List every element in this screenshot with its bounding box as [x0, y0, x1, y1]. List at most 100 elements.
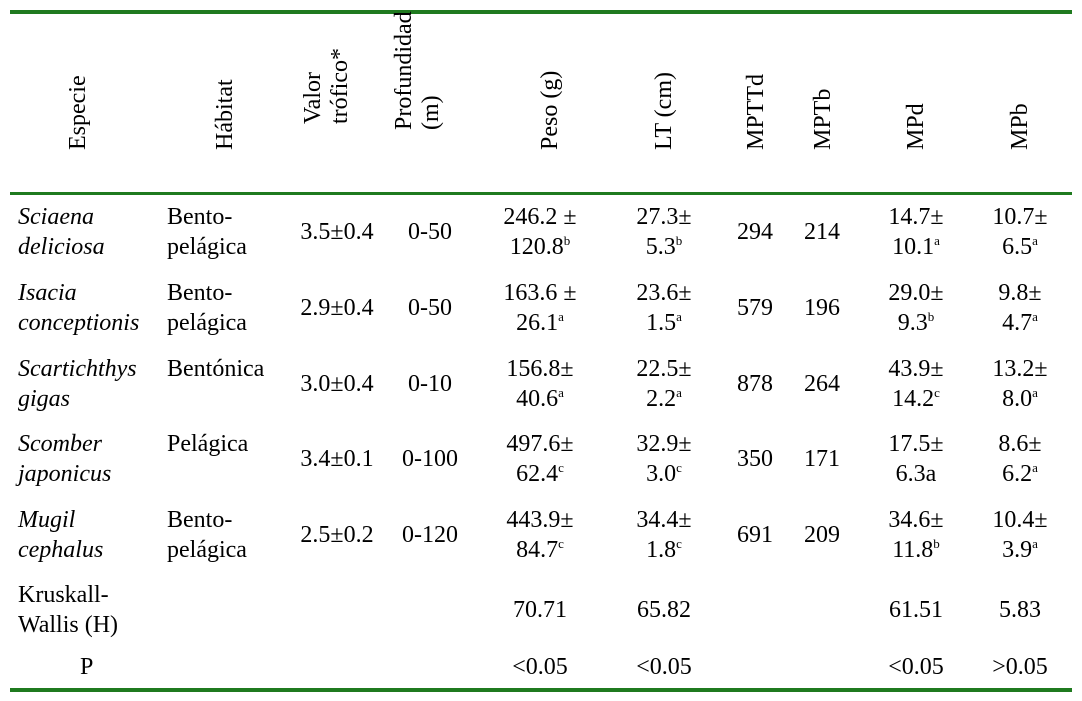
valor-cell: 2.9±0.4: [300, 295, 374, 321]
peso-mean: 156.8±: [506, 356, 574, 382]
mptb-cell: 196: [804, 295, 840, 321]
peso-group-letter: a: [558, 309, 564, 324]
habitat-line2: pelágica: [167, 537, 247, 563]
mpttd-cell: 294: [737, 219, 773, 245]
header-mptb-text: MPTb: [810, 88, 836, 150]
lt-sd: 1.5a: [646, 309, 682, 336]
habitat-line1: Pelágica: [167, 431, 249, 457]
mpb-sd: 6.2a: [1002, 460, 1038, 487]
header-habitat-text: Hábitat: [212, 79, 238, 150]
mpd-sd: 11.8b: [892, 536, 940, 563]
mptb-cell: 209: [804, 522, 840, 548]
lt-mean: 27.3±: [636, 204, 692, 230]
mpb-mean: 8.6±: [998, 431, 1042, 457]
mpb-sd: 3.9a: [1002, 536, 1038, 563]
especie-line1: Scartichthys: [18, 356, 137, 382]
mpb-group-letter: a: [1032, 536, 1038, 551]
especie-line1: Scomber: [18, 431, 102, 457]
habitat-line2: pelágica: [167, 234, 247, 260]
header-valor-line2: trófico*: [327, 48, 353, 124]
mpd-sd: 9.3b: [897, 309, 935, 336]
p-label: P: [80, 654, 94, 680]
peso-sd: 84.7c: [516, 536, 564, 563]
prof-cell: 0-50: [408, 295, 452, 321]
peso-mean: 163.6 ±: [503, 280, 577, 306]
lt-mean: 34.4±: [636, 507, 692, 533]
header-profundidad-text: Profundidad (m): [391, 11, 445, 130]
p-row: P <0.05 <0.05 <0.05 >0.05: [10, 650, 1072, 684]
mpb-mean: 13.2±: [992, 356, 1048, 382]
p-lt: <0.05: [636, 654, 692, 680]
mpd-group-letter: b: [927, 309, 935, 324]
mpb-sd: 8.0a: [1002, 385, 1038, 412]
lt-mean: 23.6±: [636, 280, 692, 306]
mpd-sd: 14.2c: [892, 385, 940, 412]
mpd-mean: 34.6±: [888, 507, 944, 533]
header-prof-line1: Profundidad: [391, 11, 417, 130]
mpb-group-letter: a: [1032, 385, 1038, 400]
especie-line1: Isacia: [18, 280, 77, 306]
kruskal-label-line2: Wallis (H): [18, 612, 119, 638]
header-valor-line1: Valor: [300, 72, 326, 124]
peso-group-letter: b: [563, 233, 571, 248]
p-mpb: >0.05: [992, 654, 1048, 680]
kruskal-mpb: 5.83: [999, 597, 1041, 623]
lt-group-letter: c: [676, 460, 682, 475]
mpttd-cell: 878: [737, 371, 773, 397]
lt-sd: 1.8c: [646, 536, 682, 563]
kruskal-lt: 65.82: [637, 597, 691, 623]
kruskal-mpd: 61.51: [889, 597, 943, 623]
mpb-group-letter: a: [1032, 309, 1038, 324]
table-row: Sciaena deliciosa Bento-pelágica 3.5±0.4 0-5…: [10, 200, 1072, 272]
mpb-mean: 10.7±: [992, 204, 1048, 230]
lt-group-letter: a: [676, 385, 682, 400]
prof-cell: 0-100: [402, 446, 458, 472]
especie-line2: conceptionis: [18, 310, 140, 336]
peso-sd: 40.6a: [516, 385, 564, 412]
mpd-group-letter: c: [934, 385, 940, 400]
peso-mean: 497.6±: [506, 431, 574, 457]
especie-line2: japonicus: [18, 461, 112, 487]
especie-line2: cephalus: [18, 537, 104, 563]
lt-sd: 3.0c: [646, 460, 682, 487]
mpttd-cell: 579: [737, 295, 773, 321]
mpttd-cell: 350: [737, 446, 773, 472]
mpb-group-letter: a: [1032, 460, 1038, 475]
lt-sd: 5.3b: [645, 233, 683, 260]
table-row: Scartichthys gigas Bentónica 3.0±0.4 0-10 878…: [10, 352, 1072, 424]
header-mpd-text: MPd: [903, 103, 929, 150]
habitat-line1: Bentónica: [167, 356, 265, 382]
valor-cell: 3.4±0.1: [300, 446, 374, 472]
peso-mean: 443.9±: [506, 507, 574, 533]
especie-line2: gigas: [18, 386, 71, 412]
valor-cell: 3.5±0.4: [300, 219, 374, 245]
mpb-group-letter: a: [1032, 233, 1038, 248]
mpd-sd: 10.1a: [892, 233, 940, 260]
header-peso-text: Peso (g): [537, 70, 563, 150]
habitat-line1: Bento-: [167, 204, 233, 230]
mpd-sd: 6.3a: [895, 461, 937, 487]
bottom-rule: [10, 688, 1072, 692]
header-valor-trofico-text: Valor trófico*: [300, 48, 354, 124]
header-rule: [10, 192, 1072, 195]
kruskal-peso: 70.71: [513, 597, 567, 623]
header-mpttd-text: MPTTd: [743, 73, 769, 150]
peso-group-letter: c: [558, 536, 564, 551]
mpd-mean: 29.0±: [888, 280, 944, 306]
lt-group-letter: c: [676, 536, 682, 551]
valor-cell: 3.0±0.4: [300, 371, 374, 397]
header-mpb-text: MPb: [1007, 103, 1033, 150]
lt-mean: 22.5±: [636, 356, 692, 382]
table-row: Isacia conceptionis Bento-pelágica 2.9±0.4 0…: [10, 276, 1072, 348]
mpttd-cell: 691: [737, 522, 773, 548]
peso-group-letter: c: [558, 460, 564, 475]
lt-group-letter: b: [675, 233, 683, 248]
especie-line1: Sciaena: [18, 204, 94, 230]
habitat-line1: Bento-: [167, 507, 233, 533]
prof-cell: 0-10: [408, 371, 452, 397]
mptb-cell: 171: [804, 446, 840, 472]
table-row: Scomber japonicus Pelágica 3.4±0.1 0-100 350 1…: [10, 427, 1072, 499]
mpd-mean: 17.5±: [888, 431, 944, 457]
mpb-sd: 4.7a: [1002, 309, 1038, 336]
valor-cell: 2.5±0.2: [300, 522, 374, 548]
